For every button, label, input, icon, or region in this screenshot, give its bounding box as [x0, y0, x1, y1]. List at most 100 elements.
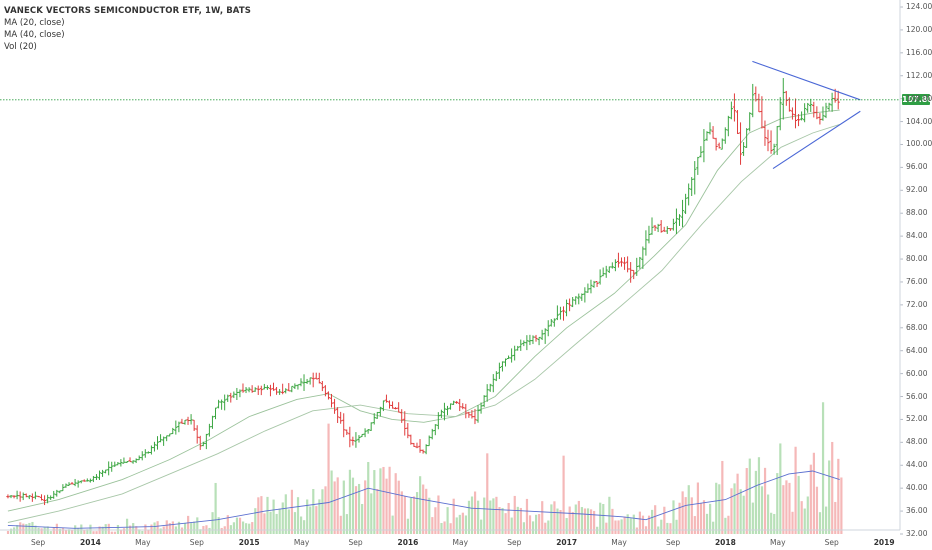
ohlc-bar	[659, 220, 663, 233]
volume-bar	[119, 529, 123, 534]
ohlc-bar	[378, 406, 382, 417]
ohlc-bar	[503, 358, 508, 367]
volume-bar	[153, 522, 156, 534]
ohlc-bar	[375, 411, 379, 419]
ohlc-bar	[336, 407, 340, 424]
ohlc-bar	[513, 345, 517, 361]
ohlc-bar	[397, 402, 401, 413]
time-tick-label: 2015	[238, 538, 260, 547]
ohlc-bar	[302, 374, 306, 391]
symbol-title[interactable]: VANECK VECTORS SEMICONDUCTOR ETF, 1W, BA…	[4, 6, 251, 16]
price-tick-label: 100.00	[906, 139, 932, 149]
volume-bar	[834, 501, 837, 534]
ohlc-bar	[134, 458, 138, 464]
volume-bar	[806, 496, 809, 534]
ohlc-bar	[571, 296, 575, 308]
ohlc-bar	[39, 494, 44, 501]
ohlc-bar	[632, 269, 636, 280]
volume-bar	[779, 443, 782, 534]
ohlc-bar	[439, 409, 443, 419]
legend-ma40[interactable]: MA (40, close)	[4, 30, 65, 40]
ohlc-bar	[796, 114, 801, 127]
triangle-pattern[interactable]	[752, 60, 861, 169]
ohlc-bar	[119, 459, 123, 467]
legend-ma20[interactable]: MA (20, close)	[4, 18, 65, 28]
ohlc-bar	[824, 102, 828, 119]
ohlc-bar	[85, 478, 89, 482]
volume-bar	[751, 502, 754, 534]
ohlc-bar	[241, 383, 245, 393]
volume-bar	[278, 508, 281, 534]
ohlc-bar	[271, 382, 276, 391]
ohlc-bar	[210, 415, 215, 429]
volume-bar	[394, 473, 397, 534]
ohlc-bar	[128, 457, 132, 463]
volume-bar	[800, 501, 803, 534]
volume-bar	[241, 521, 245, 534]
ohlc-bar	[250, 385, 254, 393]
time-tick-label: May	[611, 538, 627, 547]
time-tick-label: May	[770, 538, 786, 547]
volume-bar	[721, 460, 724, 534]
ohlc-bar	[751, 83, 755, 118]
time-tick-label: May	[293, 538, 310, 547]
volume-bar	[330, 470, 333, 534]
ohlc-bar	[220, 399, 224, 410]
volume-bar	[275, 513, 278, 534]
triangle-lower-line[interactable]	[772, 110, 861, 169]
ohlc-bar	[305, 378, 309, 384]
volume-bar	[754, 470, 757, 534]
volume-bar	[19, 522, 22, 534]
volume-bar	[354, 486, 358, 534]
volume-bar	[339, 515, 342, 534]
ohlc-bar	[473, 408, 477, 425]
volume-bar	[501, 507, 504, 534]
ohlc-bar	[442, 402, 447, 421]
ohlc-bar	[494, 371, 498, 382]
volume-bar	[214, 482, 217, 534]
volume-bar	[345, 514, 348, 534]
price-tick-label: 92.00	[906, 185, 928, 195]
ohlc-bar	[821, 106, 825, 121]
ohlc-bar	[381, 400, 385, 412]
triangle-upper-line[interactable]	[752, 60, 861, 101]
volume-bar	[238, 517, 242, 534]
ohlc-bar	[723, 127, 727, 144]
volume-bar	[83, 529, 86, 534]
volume-bar	[736, 473, 739, 534]
volume-bar	[464, 515, 468, 534]
volume-ma-line	[7, 470, 840, 529]
volume-bar	[138, 529, 141, 534]
volume-bar	[77, 527, 80, 534]
ohlc-bar	[42, 495, 47, 506]
ohlc-bar	[757, 93, 761, 113]
ohlc-bar	[107, 461, 111, 476]
time-tick-label: 2017	[556, 538, 578, 547]
ohlc-bar	[806, 102, 810, 113]
volume-bar	[43, 527, 46, 534]
ohlc-bar	[412, 442, 416, 447]
volume-bar	[715, 482, 718, 534]
price-tick-label: 32.00	[906, 529, 928, 538]
volume-bar	[553, 501, 556, 534]
ohlc-bar	[455, 400, 459, 404]
volume-bar	[321, 489, 324, 534]
price-tick-label: 48.00	[906, 437, 928, 447]
ohlc-bar	[647, 225, 651, 244]
ohlc-bar	[549, 318, 553, 327]
legend-volume[interactable]: Vol (20)	[4, 42, 37, 52]
volume-bar	[709, 503, 712, 534]
ohlc-bar	[574, 296, 578, 305]
volume-bar	[495, 496, 498, 534]
ohlc-bar	[668, 228, 672, 231]
ohlc-bar	[213, 407, 218, 420]
volume-bar	[428, 497, 431, 534]
ohlc-bar	[354, 432, 358, 448]
volume-bar	[626, 514, 629, 534]
ohlc-bar	[259, 385, 263, 396]
ohlc-bar	[207, 423, 212, 437]
ohlc-bar	[400, 409, 404, 423]
volume-bar	[6, 530, 10, 534]
ohlc-bar	[488, 383, 492, 392]
